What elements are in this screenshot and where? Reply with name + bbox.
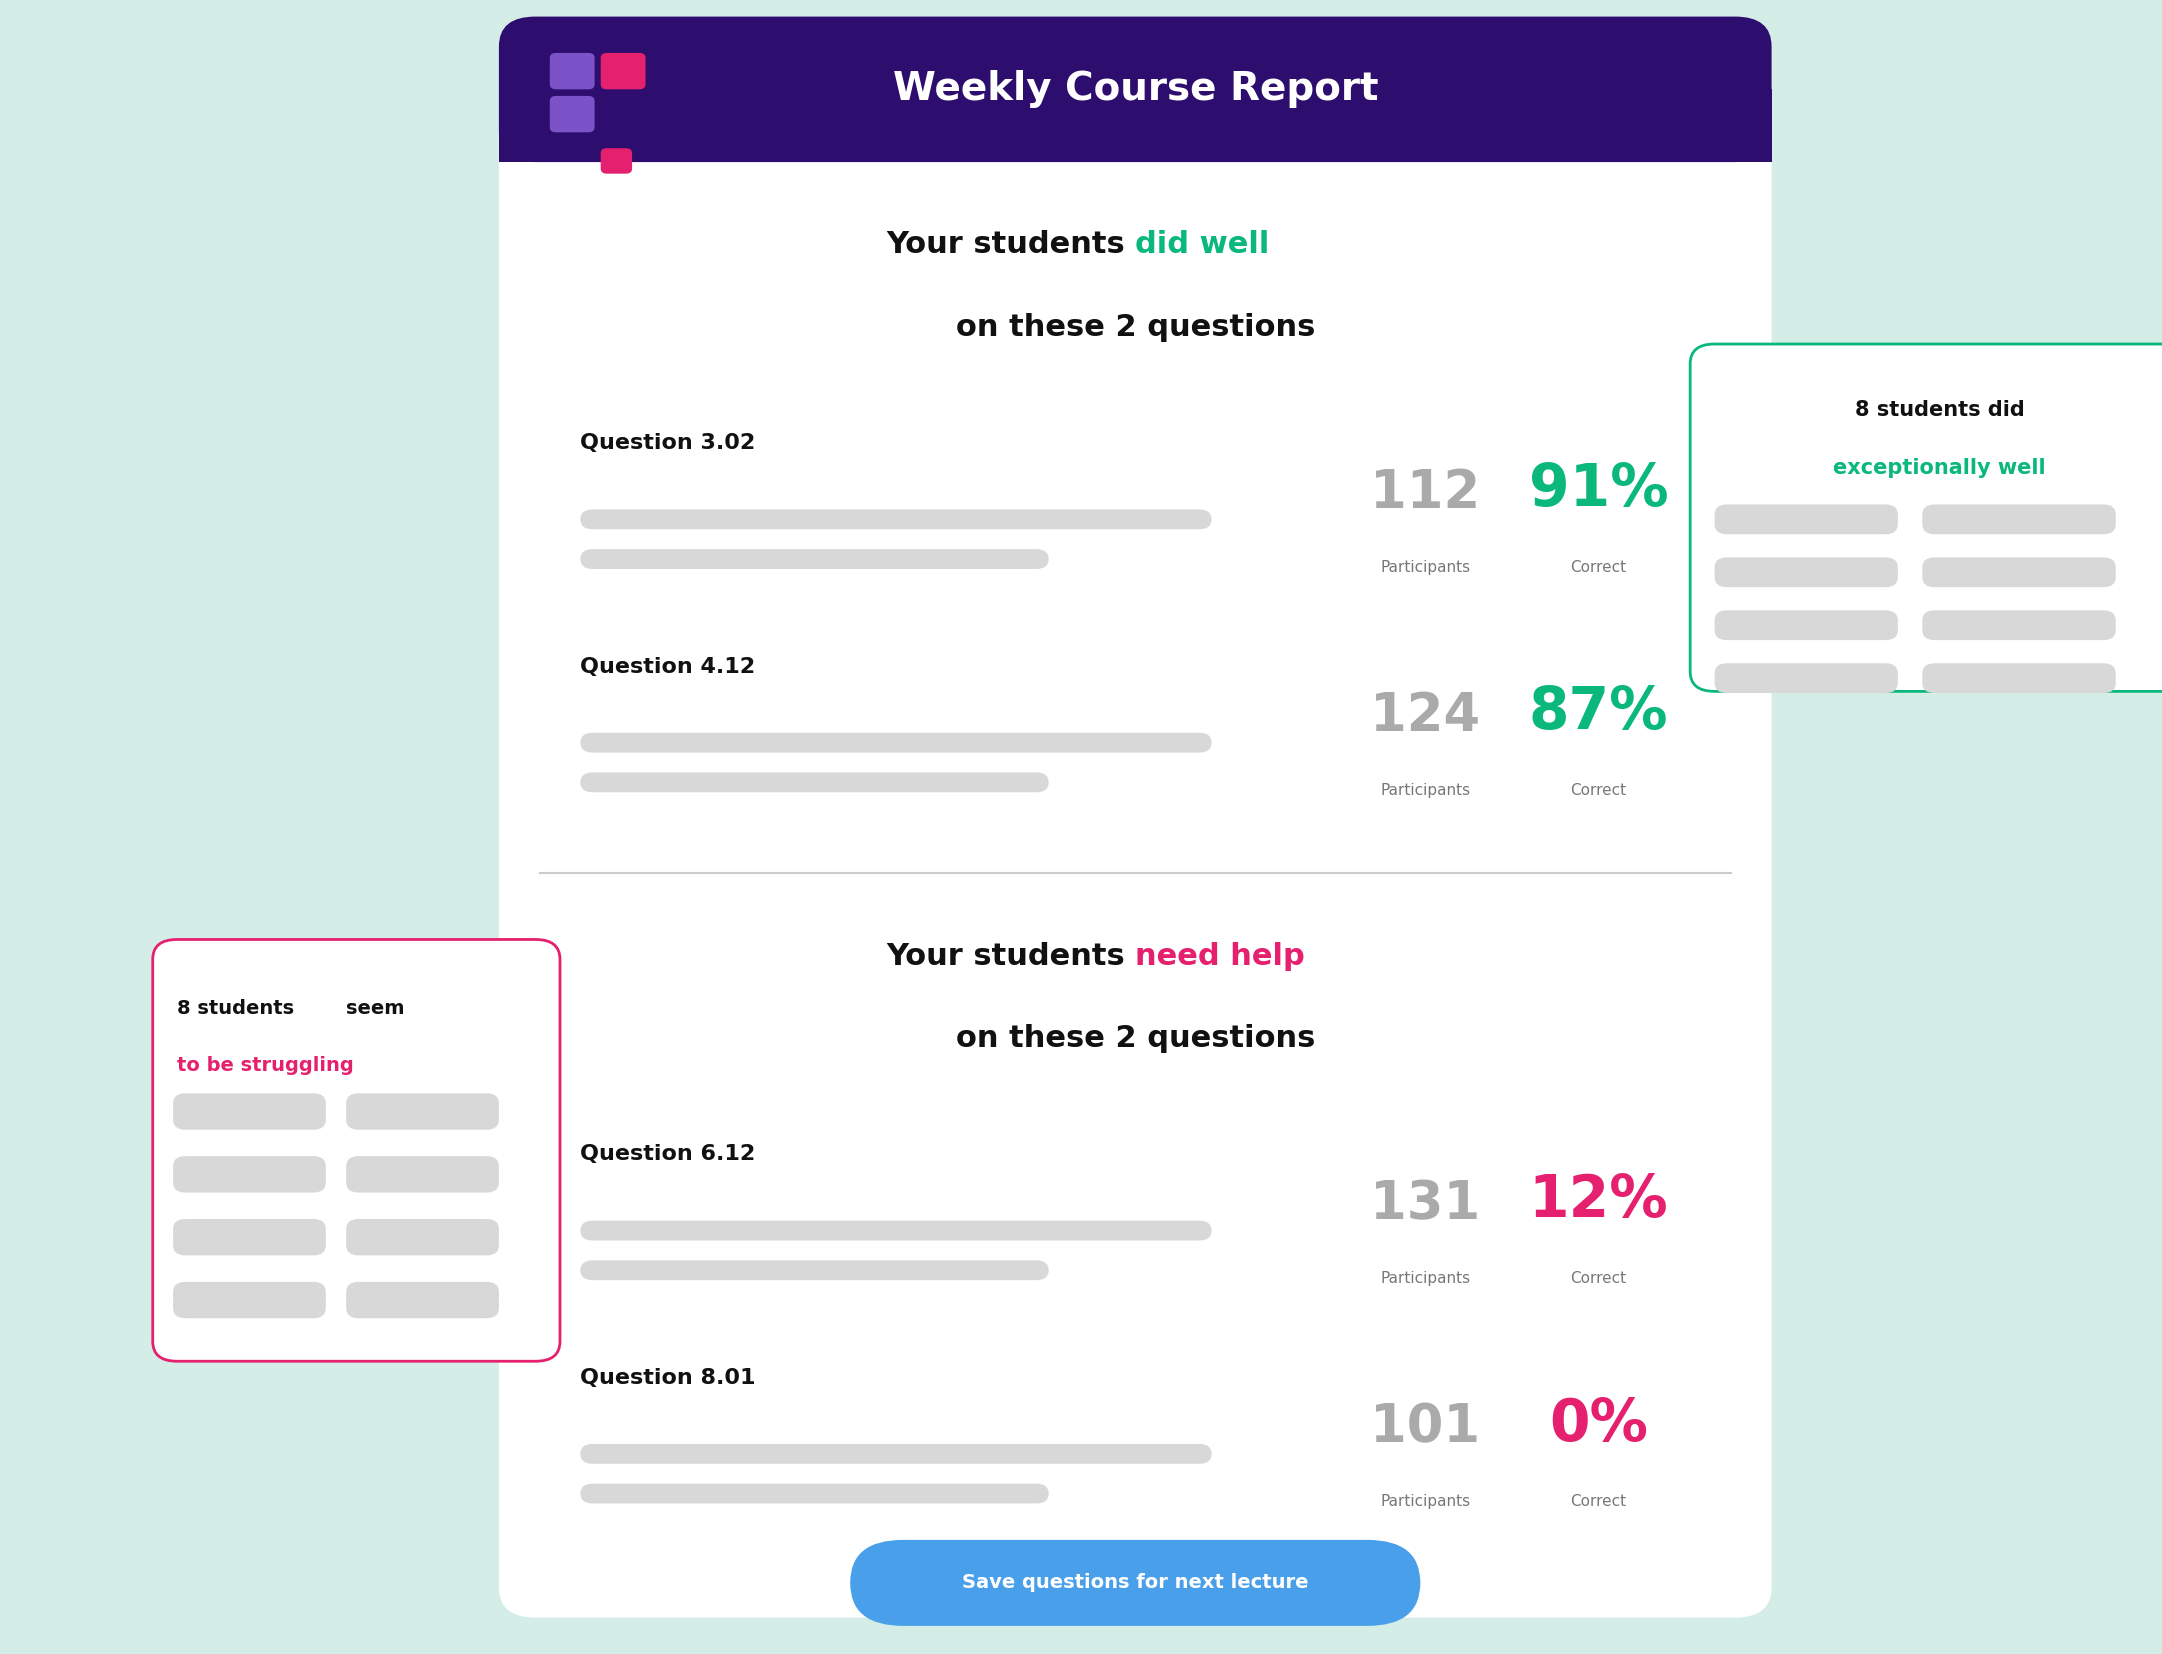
FancyBboxPatch shape (579, 549, 1049, 569)
Text: Question 6.12: Question 6.12 (579, 1145, 755, 1164)
FancyBboxPatch shape (154, 939, 560, 1361)
Text: Correct: Correct (1570, 782, 1626, 799)
FancyBboxPatch shape (1922, 610, 2117, 640)
Text: did well: did well (1135, 230, 1269, 260)
Text: 124: 124 (1371, 690, 1481, 743)
Text: Correct: Correct (1570, 559, 1626, 576)
FancyBboxPatch shape (601, 149, 631, 174)
FancyBboxPatch shape (1714, 610, 1898, 640)
FancyBboxPatch shape (346, 1093, 499, 1130)
FancyBboxPatch shape (499, 17, 1771, 1618)
Text: 112: 112 (1371, 466, 1481, 519)
Text: exceptionally well: exceptionally well (1833, 458, 2045, 478)
FancyBboxPatch shape (549, 53, 595, 89)
FancyBboxPatch shape (579, 733, 1211, 753)
FancyBboxPatch shape (579, 772, 1049, 792)
FancyBboxPatch shape (1714, 504, 1898, 534)
Text: need help: need help (1135, 941, 1306, 971)
Text: 87%: 87% (1529, 685, 1669, 741)
FancyBboxPatch shape (579, 1444, 1211, 1464)
FancyBboxPatch shape (1922, 557, 2117, 587)
Text: seem: seem (346, 999, 404, 1019)
FancyBboxPatch shape (346, 1219, 499, 1255)
FancyBboxPatch shape (579, 1484, 1049, 1503)
FancyBboxPatch shape (346, 1282, 499, 1318)
FancyBboxPatch shape (499, 17, 1771, 162)
FancyBboxPatch shape (346, 1156, 499, 1193)
Text: 0%: 0% (1548, 1396, 1647, 1452)
Text: Participants: Participants (1379, 1270, 1470, 1287)
Text: 101: 101 (1371, 1401, 1481, 1454)
Text: 91%: 91% (1529, 461, 1669, 518)
FancyBboxPatch shape (1922, 504, 2117, 534)
FancyBboxPatch shape (549, 96, 595, 132)
Text: Participants: Participants (1379, 782, 1470, 799)
FancyBboxPatch shape (1714, 663, 1898, 693)
Text: on these 2 questions: on these 2 questions (956, 313, 1314, 342)
FancyBboxPatch shape (173, 1219, 326, 1255)
Text: Question 4.12: Question 4.12 (579, 657, 755, 676)
FancyBboxPatch shape (1691, 344, 2162, 691)
Text: on these 2 questions: on these 2 questions (956, 1024, 1314, 1054)
FancyBboxPatch shape (601, 53, 646, 89)
Text: Participants: Participants (1379, 559, 1470, 576)
Text: Question 8.01: Question 8.01 (579, 1368, 757, 1388)
Text: Your students: Your students (886, 941, 1135, 971)
Text: Your students: Your students (886, 230, 1135, 260)
Text: Participants: Participants (1379, 1494, 1470, 1510)
FancyBboxPatch shape (850, 1540, 1420, 1626)
Text: 131: 131 (1371, 1178, 1481, 1231)
FancyBboxPatch shape (579, 509, 1211, 529)
Text: 12%: 12% (1529, 1173, 1669, 1229)
FancyBboxPatch shape (579, 1260, 1049, 1280)
Text: Correct: Correct (1570, 1494, 1626, 1510)
Text: Question 3.02: Question 3.02 (579, 433, 755, 453)
FancyBboxPatch shape (579, 1221, 1211, 1240)
Text: Save questions for next lecture: Save questions for next lecture (962, 1573, 1308, 1593)
FancyBboxPatch shape (173, 1282, 326, 1318)
Text: 8 students did: 8 students did (1855, 400, 2024, 420)
FancyBboxPatch shape (173, 1093, 326, 1130)
Bar (499, 89, 1771, 162)
FancyBboxPatch shape (1922, 663, 2117, 693)
Text: Correct: Correct (1570, 1270, 1626, 1287)
Text: 8 students: 8 students (177, 999, 301, 1019)
Text: Weekly Course Report: Weekly Course Report (893, 71, 1377, 108)
FancyBboxPatch shape (173, 1156, 326, 1193)
Text: to be struggling: to be struggling (177, 1055, 355, 1075)
FancyBboxPatch shape (1714, 557, 1898, 587)
